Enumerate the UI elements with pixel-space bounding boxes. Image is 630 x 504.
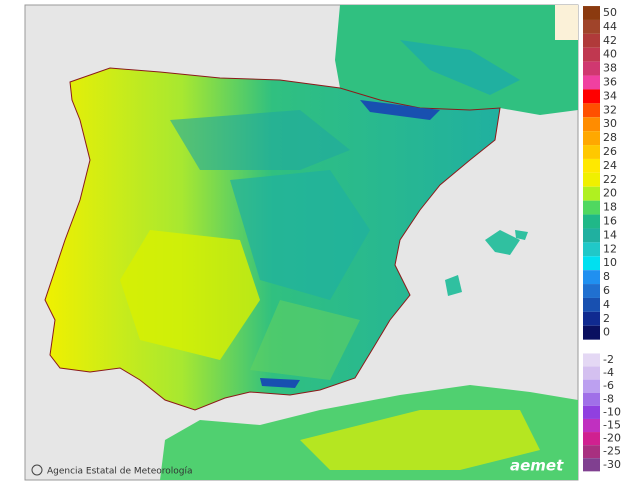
legend-swatch [583, 200, 600, 215]
legend-swatch [583, 445, 600, 459]
legend-label: 26 [603, 145, 617, 158]
copyright-icon [31, 464, 43, 476]
legend-label: 20 [603, 187, 617, 200]
legend-label: -2 [603, 353, 614, 366]
legend-swatch [583, 75, 600, 90]
legend: 5044424038363432302826242220181614121086… [583, 6, 621, 472]
legend-label: 0 [603, 326, 610, 339]
legend-label: -10 [603, 405, 621, 418]
legend-label: -30 [603, 458, 621, 471]
legend-swatch [583, 61, 600, 76]
legend-swatch [583, 284, 600, 298]
legend-label: 6 [603, 284, 610, 297]
legend-label: 14 [603, 228, 617, 241]
legend-swatch [583, 172, 600, 187]
iberia-detail [120, 100, 440, 388]
legend-label: 12 [603, 242, 617, 255]
legend-swatch [583, 311, 600, 326]
legend-label: 36 [603, 76, 617, 89]
legend-swatch [583, 103, 600, 118]
legend-label: 28 [603, 131, 617, 144]
legend-swatch [583, 392, 600, 406]
legend-swatch [583, 379, 600, 393]
legend-label: -15 [603, 419, 621, 432]
legend-swatch [583, 228, 600, 243]
legend-swatch [583, 242, 600, 257]
logo: aemet [510, 457, 564, 475]
legend-swatch [583, 19, 600, 34]
legend-label: 40 [603, 48, 617, 61]
legend-label: 50 [603, 6, 617, 19]
legend-swatch [583, 6, 600, 20]
legend-swatch [583, 89, 600, 104]
legend-label: 16 [603, 215, 617, 228]
legend-label: 38 [603, 62, 617, 75]
legend-label: -8 [603, 392, 614, 405]
legend-swatch [583, 158, 600, 173]
legend-swatch [583, 353, 600, 367]
legend-swatch [583, 186, 600, 201]
legend-swatch [583, 270, 600, 285]
legend-label: -20 [603, 432, 621, 445]
legend-swatch [583, 131, 600, 146]
legend-swatch [583, 47, 600, 62]
legend-swatch [583, 297, 600, 312]
legend-label: -25 [603, 445, 621, 458]
islands [445, 230, 528, 296]
legend-label: 34 [603, 89, 617, 102]
legend-label: 30 [603, 117, 617, 130]
legend-swatch [583, 214, 600, 229]
legend-label: 22 [603, 173, 617, 186]
legend-label: 10 [603, 256, 617, 269]
africa-relief [300, 410, 540, 470]
legend-swatch [583, 117, 600, 132]
legend-label: 2 [603, 312, 610, 325]
legend-label: -4 [603, 366, 614, 379]
legend-label: -6 [603, 379, 614, 392]
legend-swatch [583, 405, 600, 419]
legend-label: 42 [603, 34, 617, 47]
legend-label: 4 [603, 298, 610, 311]
legend-label: 32 [603, 103, 617, 116]
legend-label: 24 [603, 159, 617, 172]
legend-swatch [583, 418, 600, 433]
legend-swatch [583, 458, 600, 472]
footer-text: Agencia Estatal de Meteorología [47, 467, 193, 477]
france-relief [400, 40, 520, 95]
legend-swatch [583, 145, 600, 159]
legend-swatch [583, 432, 600, 446]
legend-swatch [583, 325, 600, 340]
legend-label: 18 [603, 201, 617, 214]
legend-label: 8 [603, 270, 610, 283]
legend-swatch [583, 33, 600, 48]
legend-swatch [583, 256, 600, 271]
france-edge [555, 5, 578, 40]
legend-swatch [583, 366, 600, 380]
legend-label: 44 [603, 20, 617, 33]
